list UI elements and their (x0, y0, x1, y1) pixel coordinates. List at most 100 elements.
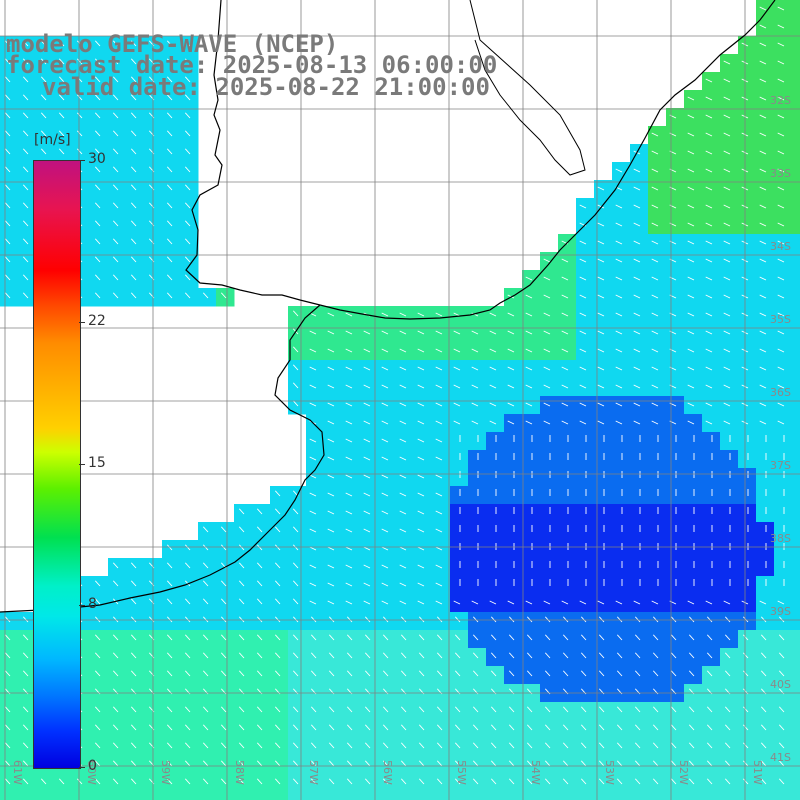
wind-arrow (489, 312, 497, 317)
lon-label: 52W (677, 760, 690, 785)
wind-arrow (724, 760, 731, 767)
wind-arrow (507, 600, 515, 605)
wind-arrow (399, 348, 407, 353)
wind-arrow (399, 330, 407, 335)
wind-arrow (292, 670, 299, 677)
wind-arrow (543, 348, 551, 353)
wind-arrow (687, 96, 695, 101)
wind-arrow (399, 312, 407, 317)
wind-arrow (22, 148, 29, 155)
wind-arrow (687, 330, 695, 335)
wind-arrow (166, 76, 173, 83)
wind-arrow (742, 760, 749, 767)
wind-arrow (579, 600, 587, 605)
wind-cell (612, 576, 631, 595)
wind-cell (450, 504, 469, 523)
wind-arrow (130, 256, 137, 263)
wind-arrow (759, 240, 767, 245)
wind-arrow (399, 528, 407, 533)
wind-arrow (400, 778, 407, 785)
wind-arrow (526, 724, 533, 731)
wind-arrow (202, 562, 209, 569)
wind-cell (486, 540, 505, 559)
lon-label: 55W (455, 760, 468, 785)
wind-arrow (579, 240, 587, 245)
lon-label: 61W (11, 760, 24, 785)
wind-cell (792, 108, 800, 127)
wind-arrow (220, 724, 227, 731)
wind-cell (702, 450, 721, 469)
wind-arrow (184, 724, 191, 731)
wind-cell (792, 468, 800, 487)
wind-arrow (670, 778, 677, 785)
wind-cell (396, 792, 415, 800)
wind-arrow (525, 420, 533, 425)
wind-arrow (723, 78, 731, 83)
wind-arrow (634, 778, 641, 785)
wind-cell (522, 432, 541, 451)
wind-arrow (777, 312, 785, 317)
wind-arrow (364, 706, 371, 713)
wind-arrow (292, 580, 299, 587)
wind-arrow (94, 274, 101, 281)
wind-arrow (112, 256, 119, 263)
wind-arrow (184, 184, 191, 191)
wind-arrow (453, 330, 461, 335)
wind-arrow (544, 724, 551, 731)
wind-arrow (184, 220, 191, 227)
wind-arrow (616, 724, 623, 731)
wind-arrow (220, 292, 227, 299)
wind-cell (774, 576, 793, 595)
wind-arrow (597, 330, 605, 335)
wind-arrow (507, 348, 515, 353)
wind-arrow (616, 742, 623, 749)
wind-arrow (345, 456, 353, 461)
wind-arrow (94, 40, 101, 47)
wind-arrow (597, 240, 605, 245)
wind-arrow (274, 760, 281, 767)
wind-arrow (309, 528, 317, 533)
wind-arrow (724, 706, 731, 713)
wind-arrow (418, 652, 425, 659)
wind-arrow (4, 292, 11, 299)
wind-arrow (22, 652, 29, 659)
wind-cell (684, 576, 703, 595)
wind-cell (576, 432, 595, 451)
wind-arrow (327, 366, 335, 371)
wind-cell (612, 522, 631, 541)
wind-arrow (562, 616, 569, 623)
wind-arrow (292, 778, 299, 785)
wind-cell (540, 576, 559, 595)
wind-cell (630, 540, 649, 559)
wind-cell (522, 504, 541, 523)
wind-arrow (22, 292, 29, 299)
wind-arrow (292, 598, 299, 605)
wind-arrow (580, 634, 587, 641)
wind-arrow (309, 492, 317, 497)
wind-arrow (76, 112, 83, 119)
wind-arrow (759, 600, 767, 605)
wind-arrow (723, 60, 731, 65)
wind-arrow (651, 366, 659, 371)
wind-arrow (543, 258, 551, 263)
wind-arrow (346, 670, 353, 677)
wind-cell (792, 486, 800, 505)
wind-arrow (184, 148, 191, 155)
wind-arrow (723, 150, 731, 155)
wind-arrow (4, 274, 11, 281)
wind-cell (612, 504, 631, 523)
wind-arrow (184, 742, 191, 749)
wind-arrow (706, 706, 713, 713)
wind-arrow (400, 706, 407, 713)
wind-arrow (435, 546, 443, 551)
wind-arrow (94, 742, 101, 749)
wind-arrow (489, 330, 497, 335)
wind-arrow (633, 186, 641, 191)
wind-arrow (472, 724, 479, 731)
wind-arrow (399, 582, 407, 587)
wind-arrow (130, 616, 137, 623)
lat-label: 40S (770, 678, 791, 691)
wind-cell (468, 792, 487, 800)
coastline-south (0, 304, 325, 613)
wind-arrow (292, 760, 299, 767)
